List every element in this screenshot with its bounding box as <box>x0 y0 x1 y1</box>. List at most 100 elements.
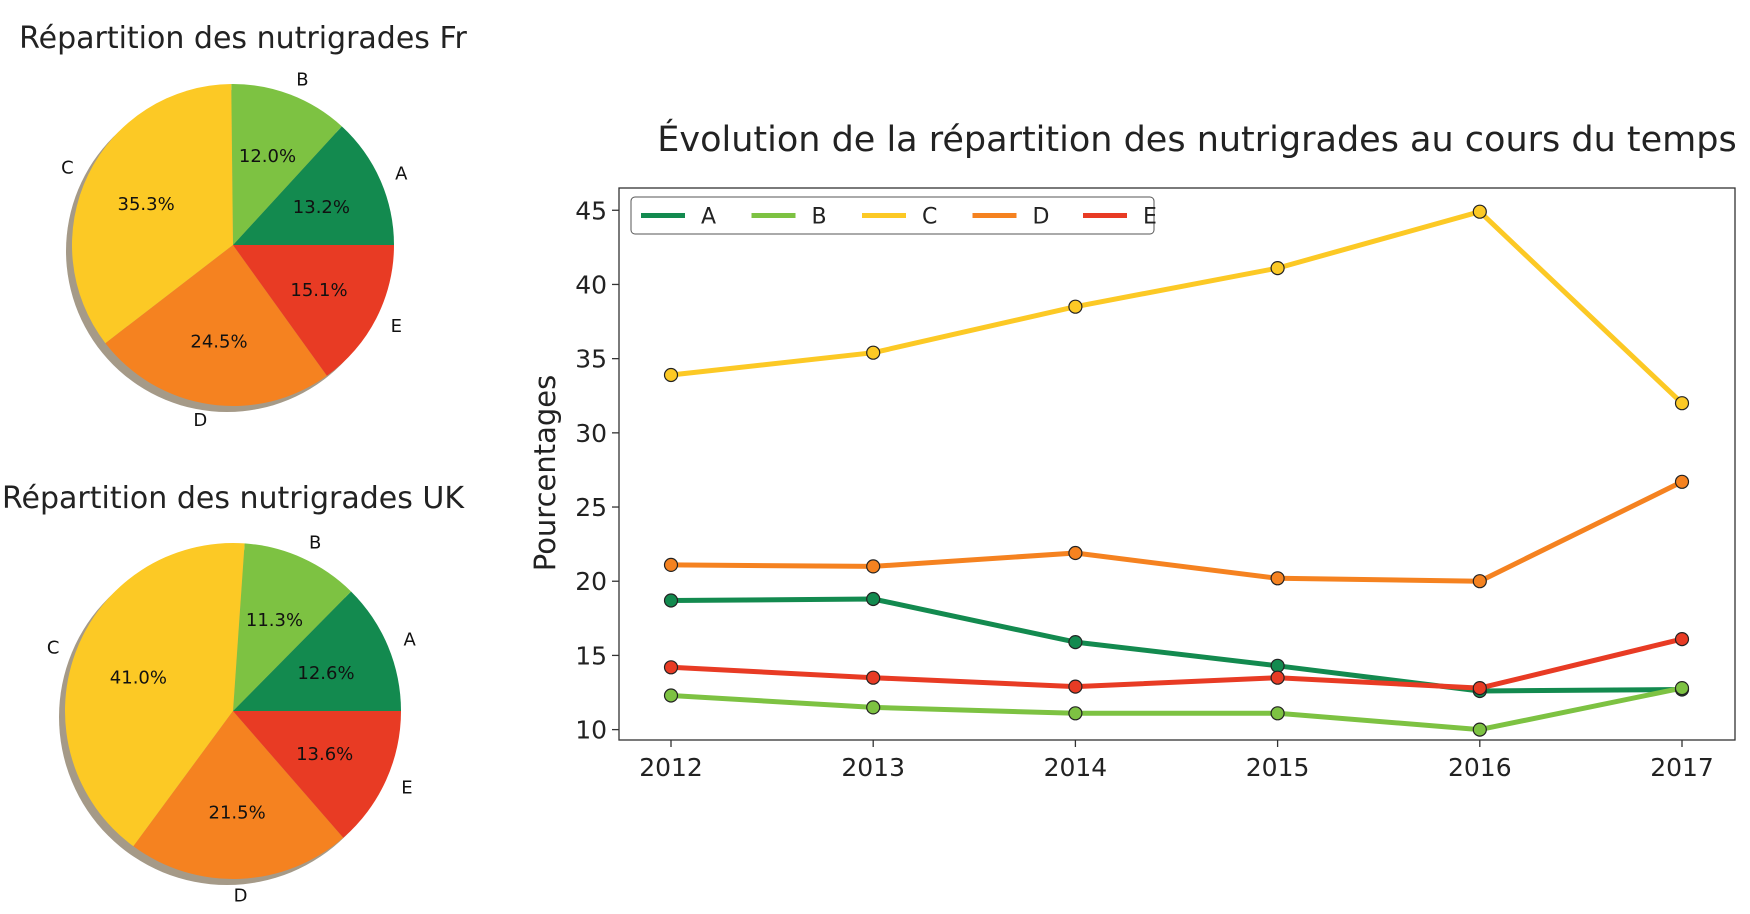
legend-label-b: B <box>812 205 827 230</box>
pie-category-label: E <box>391 316 402 337</box>
pie-slice-b <box>231 84 342 245</box>
y-tick-label: 30 <box>575 419 607 448</box>
pie-fr-slices <box>66 84 394 412</box>
legend-label-a: A <box>701 205 716 230</box>
data-point-b <box>1068 706 1083 721</box>
x-tick-label: 2012 <box>639 753 703 782</box>
y-tick-label: 40 <box>575 270 607 299</box>
pie-slice-value-label: 21.5% <box>209 803 266 824</box>
data-point-e <box>866 670 881 685</box>
pie-uk-labels: 12.6% A 11.3% B 41.0% C 21.5% D 13.6% E <box>47 533 417 907</box>
data-point-b <box>1674 680 1690 696</box>
legend: A B C D E <box>630 196 1157 235</box>
pie-slice-value-label: 12.0% <box>239 146 296 167</box>
data-point-c <box>866 345 881 360</box>
pie-category-label: A <box>395 164 408 185</box>
pie-fr-labels: 13.2% A 12.0% B 35.3% C 24.5% D 15.1% E <box>61 70 408 432</box>
y-axis-ticks: 10 15 20 25 30 35 40 45 <box>575 196 619 745</box>
pie-slice-value-label: 35.3% <box>118 194 175 215</box>
pie-slice-e <box>233 711 401 838</box>
data-point-c <box>1674 396 1690 411</box>
data-point-a <box>663 593 679 608</box>
pie-slice-a <box>233 591 402 711</box>
x-tick-label: 2016 <box>1448 753 1512 782</box>
pie-slice-a <box>233 126 394 245</box>
pie-slice-c <box>65 542 245 847</box>
y-axis-label: Pourcentages <box>528 375 562 572</box>
pie-chart-uk: Répartition des nutrigrades UK 12.6% A 11.… <box>2 481 465 907</box>
x-tick-label: 2014 <box>1044 753 1108 782</box>
data-point-d <box>1674 474 1690 489</box>
data-point-e <box>663 660 679 675</box>
pie-slice-value-label: 24.5% <box>190 332 247 353</box>
pie-category-label: B <box>296 70 308 91</box>
series-line-e <box>670 636 1683 691</box>
pie-slice-value-label: 13.6% <box>296 744 353 765</box>
pie-category-label: E <box>401 778 412 799</box>
y-tick-label: 20 <box>575 567 607 596</box>
data-point-b <box>866 700 881 715</box>
legend-label-e: E <box>1143 205 1157 230</box>
x-tick-label: 2015 <box>1246 753 1310 782</box>
data-point-d <box>1270 571 1285 586</box>
data-point-b <box>1472 722 1487 737</box>
data-point-e <box>1472 680 1487 696</box>
data-point-d <box>663 557 679 573</box>
data-point-d <box>1068 545 1083 561</box>
data-point-d <box>866 559 881 574</box>
x-tick-label: 2017 <box>1650 753 1714 782</box>
line-chart-title: Évolution de la répartition des nutrigra… <box>657 118 1736 160</box>
legend-label-c: C <box>922 205 937 230</box>
pie-slice-d <box>105 245 327 406</box>
pie-category-label: D <box>193 410 207 431</box>
y-tick-label: 45 <box>575 196 607 225</box>
pie-category-label: C <box>47 637 60 658</box>
pie-category-label: B <box>309 533 321 554</box>
data-point-e <box>1068 679 1083 694</box>
series-line-a <box>670 596 1683 694</box>
pie-slice-value-label: 12.6% <box>297 663 354 684</box>
data-point-a <box>866 591 881 607</box>
pie-slice-b <box>233 543 352 711</box>
y-tick-label: 10 <box>575 716 607 745</box>
data-point-e <box>1674 631 1690 647</box>
data-point-b <box>1270 706 1285 721</box>
pie-uk-title: Répartition des nutrigrades UK <box>2 481 465 516</box>
y-tick-label: 25 <box>575 493 607 522</box>
pie-fr-title: Répartition des nutrigrades Fr <box>19 21 467 56</box>
pie-chart-fr: Répartition des nutrigrades Fr 13.2% A 12.… <box>19 21 467 431</box>
series-line-d <box>670 479 1684 584</box>
y-tick-label: 35 <box>575 345 607 374</box>
pie-category-label: A <box>404 630 417 651</box>
series-line-c <box>670 209 1684 406</box>
pie-slice-c <box>72 84 233 344</box>
data-point-c <box>663 367 679 383</box>
pie-slice-value-label: 15.1% <box>290 280 347 301</box>
pie-slice-e <box>233 245 394 376</box>
legend-label-d: D <box>1033 205 1050 230</box>
plot-area-frame <box>618 187 1736 741</box>
pie-slice-d <box>133 711 344 879</box>
data-point-d <box>1472 574 1487 589</box>
pie-slice-value-label: 41.0% <box>110 667 167 688</box>
pie-category-label: C <box>61 158 74 179</box>
pie-slice-value-label: 11.3% <box>246 610 303 631</box>
pie-category-label: D <box>234 886 248 907</box>
series-line-b <box>670 685 1683 733</box>
line-chart: Évolution de la répartition des nutrigra… <box>528 118 1737 782</box>
data-point-c <box>1068 299 1083 314</box>
y-tick-label: 15 <box>575 641 607 670</box>
data-point-c <box>1472 204 1487 219</box>
data-point-a <box>1270 658 1285 673</box>
data-point-b <box>663 688 679 703</box>
x-axis-ticks: 2012 2013 2014 2015 2016 2017 <box>639 740 1714 782</box>
x-tick-label: 2013 <box>841 753 905 782</box>
pie-uk-slices <box>59 542 402 885</box>
data-point-e <box>1270 670 1285 685</box>
data-point-c <box>1270 261 1285 276</box>
data-point-a <box>1068 634 1083 650</box>
series-lines <box>663 204 1690 737</box>
pie-slice-value-label: 13.2% <box>293 197 350 218</box>
